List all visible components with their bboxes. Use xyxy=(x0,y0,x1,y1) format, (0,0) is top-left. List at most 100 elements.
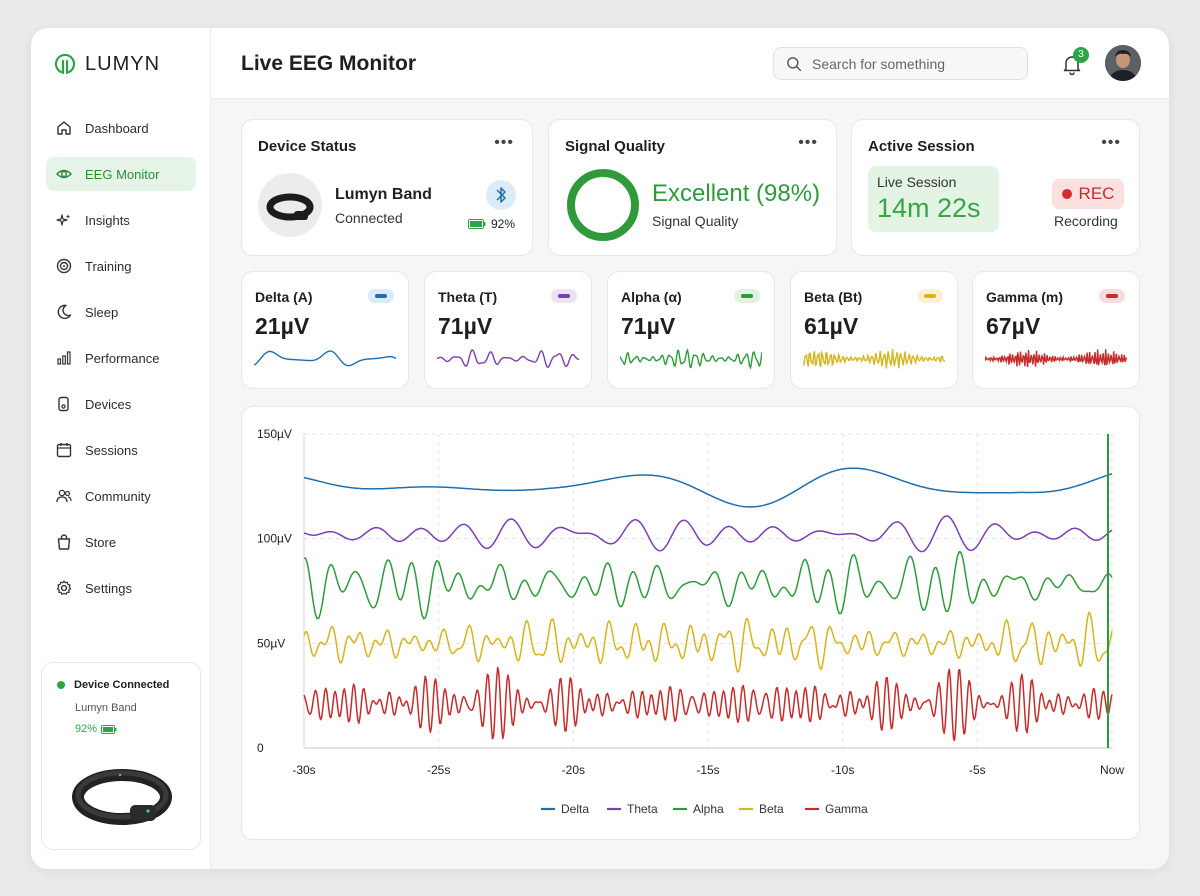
recording-status: Recording xyxy=(1054,213,1118,229)
x-tick-label: -10s xyxy=(831,763,854,777)
x-tick-label: -5s xyxy=(969,763,986,777)
rec-dot xyxy=(1061,189,1072,199)
band-color-pill xyxy=(917,289,943,303)
battery-value: 92% xyxy=(75,723,98,735)
band-card-gamma[interactable]: Gamma (m) 67µV xyxy=(972,271,1140,389)
band-card-alpha[interactable]: Alpha (α) 71µV xyxy=(607,271,775,389)
device-battery: 92% xyxy=(468,217,515,231)
more-options-icon[interactable]: ••• xyxy=(798,134,818,151)
sparkline-path xyxy=(254,350,396,367)
page-title: Live EEG Monitor xyxy=(241,52,417,75)
lumyn-logo-icon xyxy=(54,53,76,75)
notification-badge: 3 xyxy=(1073,47,1089,63)
rec-button[interactable]: REC xyxy=(1052,179,1124,209)
device-battery: 92% xyxy=(75,723,117,735)
sidebar-item-insights[interactable]: Insights xyxy=(46,203,196,237)
eeg-chart-card: 0 50µV 100µV 150µV -30s -25s -20s -15s -10s -5s No… xyxy=(241,406,1140,840)
sidebar-item-devices[interactable]: Devices xyxy=(46,387,196,421)
band-value: 61µV xyxy=(804,313,859,339)
band-name: Theta (T) xyxy=(438,289,498,305)
sidebar-item-community[interactable]: Community xyxy=(46,479,196,513)
device-connected-card[interactable]: Device Connected Lumyn Band 92% xyxy=(41,662,201,850)
logo[interactable]: LUMYN xyxy=(53,52,160,76)
series-line-delta xyxy=(303,467,1113,508)
band-value: 71µV xyxy=(438,313,493,339)
y-tick-label: 50µV xyxy=(257,636,285,650)
sidebar-item-label: Sessions xyxy=(85,442,138,458)
band-card-beta[interactable]: Beta (Bt) 61µV xyxy=(790,271,958,389)
sparkline-path xyxy=(437,349,579,369)
signal-quality-card: Signal Quality ••• Excellent (98%) Signa… xyxy=(548,119,837,256)
sidebar-item-settings[interactable]: Settings xyxy=(46,571,196,605)
legend-label[interactable]: Gamma xyxy=(825,802,868,816)
legend-label[interactable]: Delta xyxy=(561,802,589,816)
legend-label[interactable]: Beta xyxy=(759,802,784,816)
sidebar-item-label: Devices xyxy=(85,396,132,412)
signal-quality-label: Signal Quality xyxy=(652,213,739,229)
band-value: 67µV xyxy=(986,313,1041,339)
sidebar-item-store[interactable]: Store xyxy=(46,525,196,559)
series-line-beta xyxy=(303,611,1113,673)
sidebar-item-performance[interactable]: Performance xyxy=(46,341,196,375)
avatar[interactable] xyxy=(1105,45,1141,81)
band-color-pill xyxy=(551,289,577,303)
bar-chart-icon xyxy=(57,351,71,365)
battery-icon xyxy=(101,724,117,734)
signal-quality-ring xyxy=(567,169,639,241)
band-sparkline xyxy=(985,349,1127,368)
more-options-icon[interactable]: ••• xyxy=(494,134,514,151)
target-icon xyxy=(56,258,72,274)
search-box[interactable] xyxy=(773,47,1028,80)
session-timer: 14m 22s xyxy=(877,193,981,223)
sidebar-item-sessions[interactable]: Sessions xyxy=(46,433,196,467)
legend-label[interactable]: Alpha xyxy=(693,802,724,816)
band-card-theta[interactable]: Theta (T) 71µV xyxy=(424,271,592,389)
device-name: Lumyn Band xyxy=(75,702,137,714)
calendar-icon xyxy=(56,443,72,458)
band-name: Gamma (m) xyxy=(986,289,1064,305)
band-sparkline xyxy=(803,349,945,369)
legend-label[interactable]: Theta xyxy=(627,802,658,816)
search-icon xyxy=(787,56,802,71)
sidebar-item-label: Settings xyxy=(85,580,132,596)
sidebar-item-label: Insights xyxy=(85,212,130,228)
bag-icon xyxy=(57,534,71,550)
user-avatar-image xyxy=(1105,45,1141,81)
bluetooth-badge[interactable] xyxy=(486,180,516,210)
active-session-card: Active Session ••• Live Session 14m 22s … xyxy=(851,119,1140,256)
sidebar-item-label: Dashboard xyxy=(85,120,149,136)
rec-label: REC xyxy=(1078,184,1115,203)
more-options-icon[interactable]: ••• xyxy=(1101,134,1121,151)
header: Live EEG Monitor 3 xyxy=(211,28,1169,99)
battery-value: 92% xyxy=(491,217,516,231)
sidebar-item-label: Store xyxy=(85,534,117,550)
band-value: 21µV xyxy=(255,313,310,339)
device-icon xyxy=(58,396,69,412)
sidebar-item-eeg-monitor[interactable]: EEG Monitor xyxy=(46,157,196,191)
series-line-alpha xyxy=(303,550,1113,620)
band-color-pill xyxy=(1099,289,1125,303)
sidebar-item-label: Performance xyxy=(85,350,160,366)
users-icon xyxy=(56,489,72,503)
eeg-live-chart[interactable]: 0 50µV 100µV 150µV -30s -25s -20s -15s -10s -5s No… xyxy=(242,407,1141,841)
eye-icon xyxy=(56,169,72,179)
sparkline-path xyxy=(985,349,1127,368)
x-tick-label: Now xyxy=(1100,763,1124,777)
band-card-delta[interactable]: Delta (A) 21µV xyxy=(241,271,409,389)
bluetooth-icon xyxy=(496,187,506,203)
device-state: Connected xyxy=(335,210,403,226)
headband-image xyxy=(72,769,172,825)
app-window: LUMYN Dashboard EEG Monitor Insights Tra… xyxy=(30,27,1170,870)
band-color-pill xyxy=(734,289,760,303)
band-name: Beta (Bt) xyxy=(804,289,863,305)
sidebar-item-sleep[interactable]: Sleep xyxy=(46,295,196,329)
home-icon xyxy=(57,121,71,135)
sidebar-item-label: Training xyxy=(85,258,132,274)
live-session-box: Live Session 14m 22s xyxy=(868,166,999,232)
device-connected-label: Device Connected xyxy=(74,679,170,691)
sidebar-item-dashboard[interactable]: Dashboard xyxy=(46,111,196,145)
search-input[interactable] xyxy=(812,55,1012,72)
battery-icon xyxy=(468,219,486,229)
card-title: Device Status xyxy=(258,138,357,155)
sidebar-item-training[interactable]: Training xyxy=(46,249,196,283)
